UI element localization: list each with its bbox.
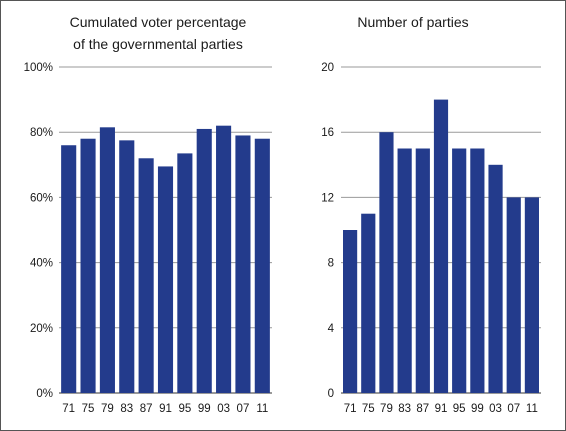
- x-tick-label: 71: [344, 403, 357, 415]
- x-tick-label: 71: [62, 403, 75, 415]
- bar-03: [488, 164, 503, 393]
- x-tick-label: 95: [453, 403, 466, 415]
- bar-99: [470, 148, 485, 393]
- x-tick-label: 99: [471, 403, 484, 415]
- y-tick-label: 20: [321, 62, 334, 74]
- bar-83: [397, 148, 412, 393]
- bar-83: [119, 140, 135, 393]
- x-tick-label: 91: [159, 403, 172, 415]
- bar-75: [361, 213, 376, 393]
- y-tick-label: 4: [328, 323, 335, 335]
- chart-title-line: of the governmental parties: [73, 36, 243, 52]
- bar-91: [433, 99, 449, 393]
- bar-75: [80, 138, 96, 393]
- bar-87: [415, 148, 430, 393]
- bar-95: [177, 153, 193, 393]
- y-tick-label: 100%: [24, 62, 53, 74]
- x-tick-label: 91: [435, 403, 448, 415]
- x-tick-label: 11: [526, 403, 538, 415]
- bar-95: [452, 148, 467, 393]
- x-tick-label: 99: [198, 403, 211, 415]
- y-tick-label: 20%: [30, 323, 53, 335]
- x-tick-label: 07: [507, 403, 520, 415]
- bar-87: [138, 158, 154, 393]
- chart-title-line: Cumulated voter percentage: [70, 14, 247, 30]
- x-tick-label: 03: [217, 403, 230, 415]
- x-tick-label: 95: [178, 403, 191, 415]
- x-tick-label: 83: [398, 403, 411, 415]
- x-tick-label: 79: [380, 403, 393, 415]
- bar-07: [506, 197, 521, 393]
- bar-03: [216, 125, 232, 394]
- y-tick-label: 12: [321, 192, 334, 204]
- y-tick-label: 0: [328, 388, 334, 400]
- bar-79: [99, 127, 115, 393]
- x-tick-label: 75: [82, 403, 95, 415]
- bar-79: [379, 132, 394, 393]
- voter-percentage-chart: Cumulated voter percentage of the governm…: [24, 14, 272, 415]
- x-tick-label: 83: [120, 403, 133, 415]
- bar-11: [254, 138, 270, 393]
- y-tick-label: 16: [321, 127, 334, 139]
- x-tick-label: 87: [416, 403, 429, 415]
- bar-71: [61, 145, 77, 393]
- bar-11: [524, 197, 539, 393]
- y-tick-label: 60%: [30, 192, 53, 204]
- y-tick-label: 0%: [36, 388, 53, 400]
- x-tick-label: 75: [362, 403, 375, 415]
- bar-91: [157, 166, 174, 393]
- y-tick-label: 80%: [30, 127, 53, 139]
- x-tick-label: 03: [489, 403, 502, 415]
- bar-99: [196, 128, 212, 393]
- x-tick-label: 07: [237, 403, 250, 415]
- x-tick-label: 87: [140, 403, 153, 415]
- x-tick-label: 79: [101, 403, 114, 415]
- number-of-parties-chart: Number of parties 0 4 8 12 16 20 71 75 79 83 87 91 95…: [321, 14, 541, 415]
- chart-title-line: Number of parties: [357, 14, 468, 30]
- y-tick-label: 40%: [30, 258, 53, 270]
- y-tick-label: 8: [328, 258, 334, 270]
- x-tick-label: 11: [256, 403, 268, 415]
- bar-71: [343, 230, 358, 393]
- bar-07: [235, 135, 251, 393]
